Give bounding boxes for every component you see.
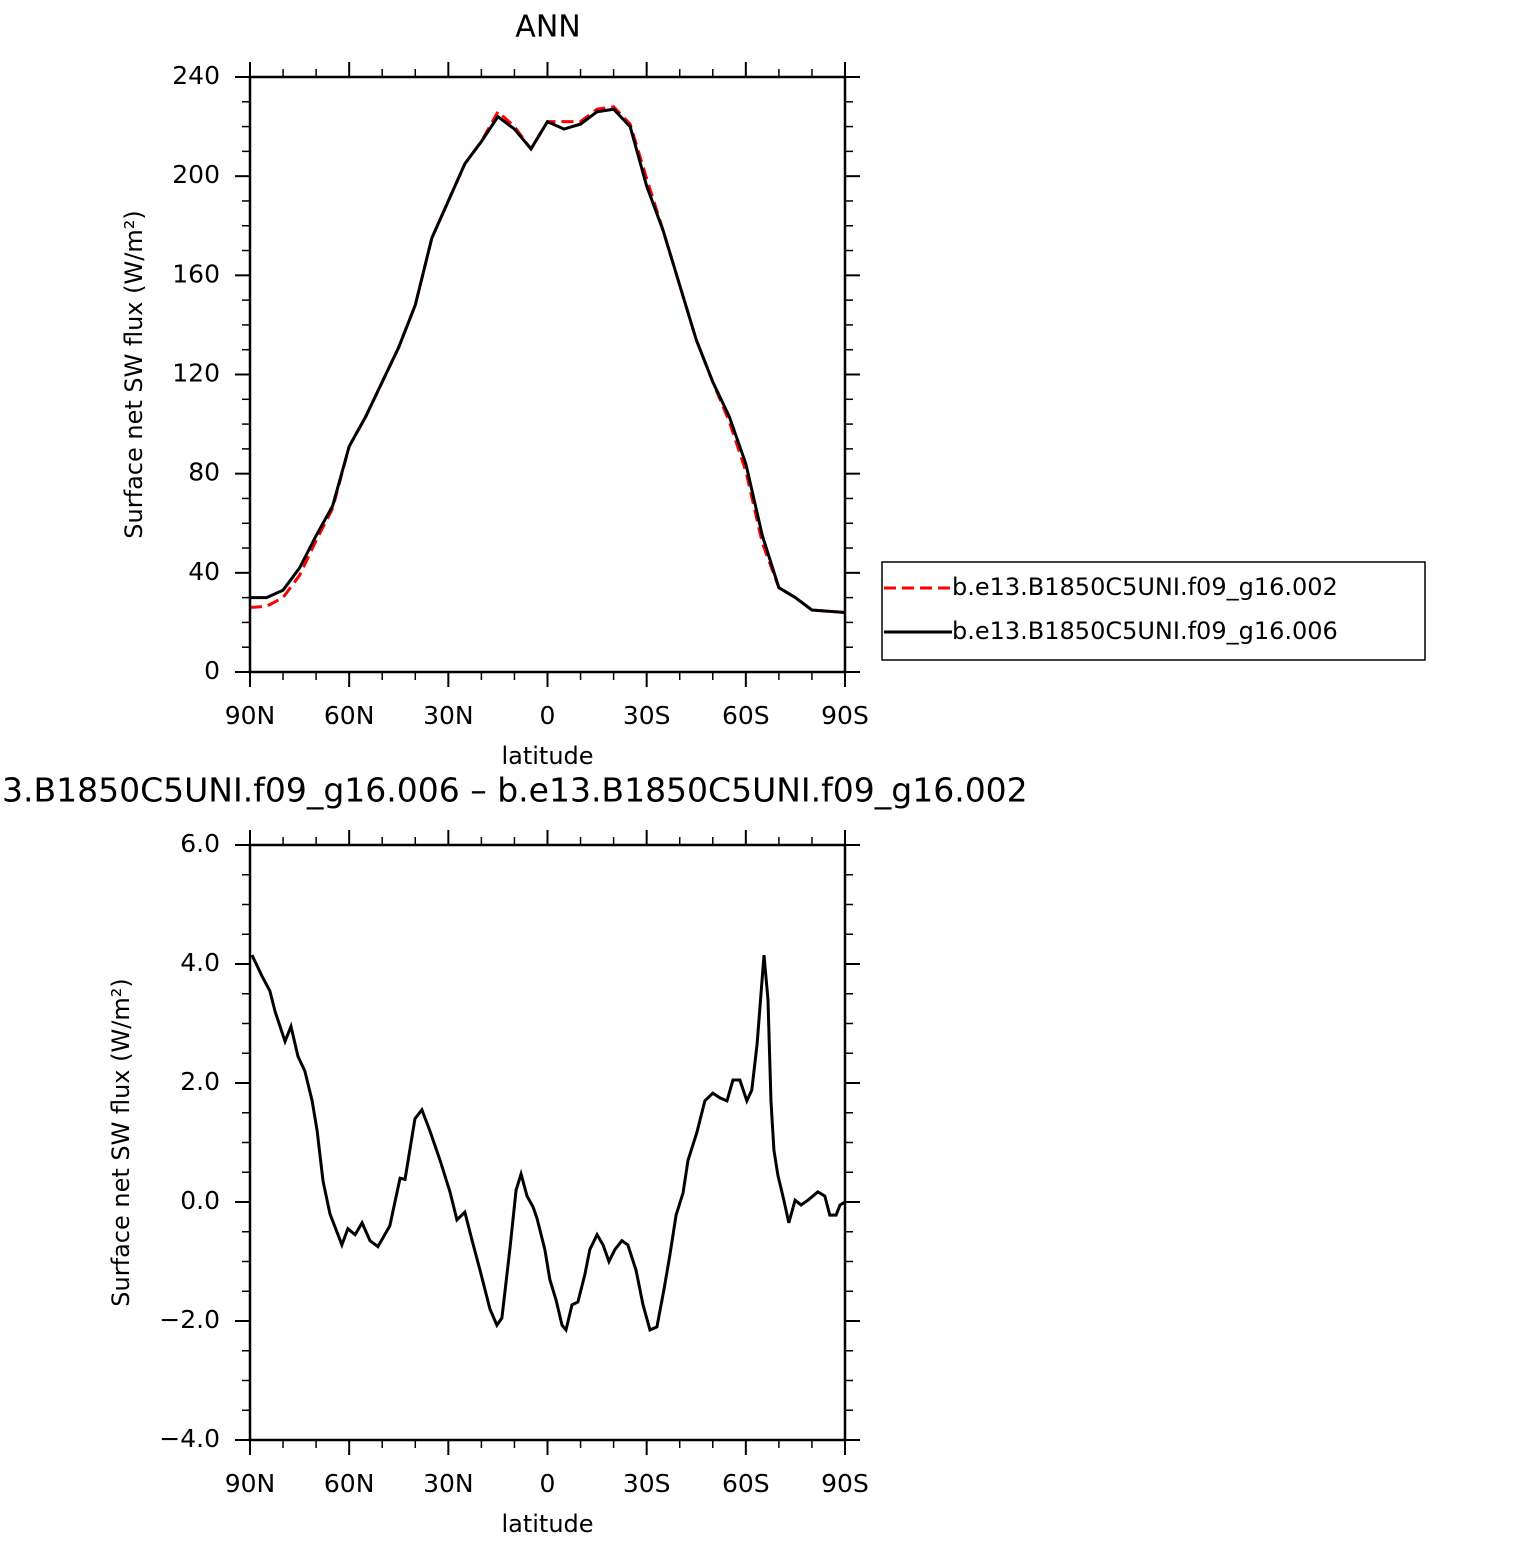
legend-label: b.e13.B1850C5UNI.f09_g16.002 [952, 573, 1338, 601]
x-tick-label: 60S [722, 1469, 770, 1498]
y-tick-label: 2.0 [180, 1067, 220, 1096]
x-tick-label: 30N [423, 1469, 474, 1498]
x-tick-label: 60N [324, 701, 375, 730]
y-tick-label: 40 [188, 557, 220, 586]
x-tick-label: 90N [225, 1469, 276, 1498]
y-tick-label: 200 [172, 160, 220, 189]
x-tick-label: 0 [540, 1469, 556, 1498]
x-tick-label: 30S [623, 1469, 671, 1498]
y-tick-label: 0 [204, 656, 220, 685]
x-tick-label: 90S [821, 701, 869, 730]
chart-title: ANN [515, 10, 580, 45]
x-tick-label: 60N [324, 1469, 375, 1498]
x-tick-label: 0 [540, 701, 556, 730]
y-tick-label: 6.0 [180, 829, 220, 858]
y-axis-label: Surface net SW flux (W/m²) [120, 210, 148, 538]
x-tick-label: 30S [623, 701, 671, 730]
chart-title: 3.B1850C5UNI.f09_g16.006 – b.e13.B1850C5… [2, 771, 1028, 810]
x-axis-label: latitude [501, 1510, 593, 1538]
y-tick-label: 240 [172, 61, 220, 90]
data-line [250, 107, 846, 614]
y-tick-label: 0.0 [180, 1186, 220, 1215]
y-tick-label: −2.0 [159, 1305, 220, 1334]
y-tick-label: 160 [172, 259, 220, 288]
y-tick-label: 80 [188, 458, 220, 487]
y-tick-label: −4.0 [159, 1424, 220, 1453]
data-line [250, 954, 846, 1334]
x-tick-label: 90N [225, 701, 276, 730]
legend-label: b.e13.B1850C5UNI.f09_g16.006 [952, 617, 1338, 645]
plot-frame [248, 75, 847, 674]
y-tick-label: 4.0 [180, 948, 220, 977]
x-tick-label: 30N [423, 701, 474, 730]
y-tick-label: 120 [172, 359, 220, 388]
x-axis-label: latitude [501, 742, 593, 770]
plot-frame [248, 843, 847, 1442]
legend-box [881, 561, 1426, 661]
x-tick-label: 60S [722, 701, 770, 730]
data-line [249, 105, 846, 614]
x-tick-label: 90S [821, 1469, 869, 1498]
y-axis-label: Surface net SW flux (W/m²) [107, 978, 135, 1306]
